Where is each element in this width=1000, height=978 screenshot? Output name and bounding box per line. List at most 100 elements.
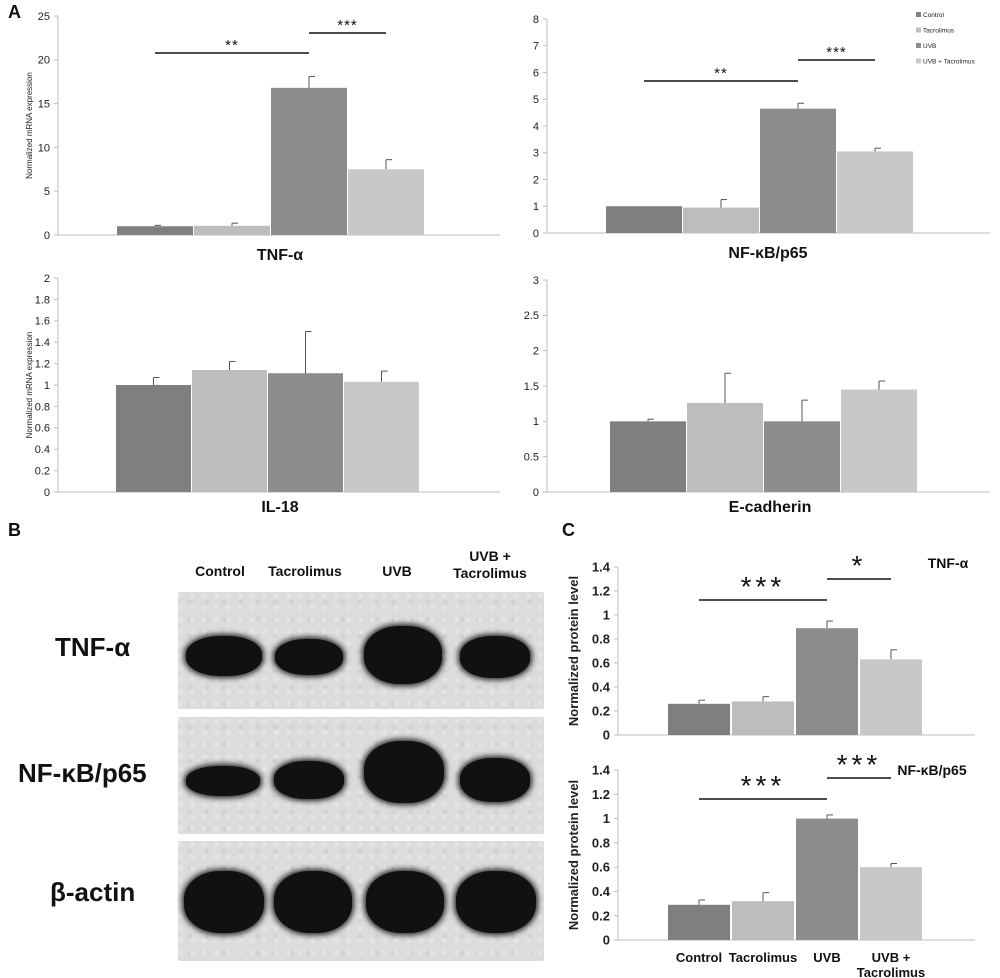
chart3-ytick-label: 0.6 (35, 423, 50, 435)
chart4-bar-2 (687, 402, 763, 492)
legend-label-2: Tacrolimus (923, 28, 955, 35)
legend-label-1: Control (923, 12, 945, 19)
chart6-ytick-label: 1.4 (592, 763, 611, 778)
chart3-bar-4 (344, 381, 419, 492)
chart6-xtick-label-4: UVB + (872, 950, 911, 965)
chart4-ytick-label: 0.5 (524, 452, 539, 464)
chart1-bar-4 (348, 169, 424, 235)
blot-label-tnf: TNF-α (55, 632, 131, 662)
chart3-ytick-label: 1 (44, 380, 50, 392)
band-actin-uvb (366, 871, 444, 933)
chart5-bar-3 (796, 628, 858, 735)
chart4-ytick-label: 2 (533, 346, 539, 358)
chart4-ytick-label: 3 (533, 275, 539, 287)
chart2-title: NF-κB/p65 (728, 245, 807, 262)
chart3-ytick-label: 0.4 (35, 444, 50, 456)
chart4-bar-4 (841, 389, 917, 492)
chart1-ylabel: Normalized mRNA expression (25, 72, 34, 179)
legend-swatch-3 (916, 43, 921, 48)
chart5-title: TNF-α (928, 555, 969, 571)
chart6-ytick-label: 0.2 (592, 908, 610, 923)
western-blot: Control Tacrolimus UVB UVB + Tacrolimus … (0, 535, 560, 978)
chart6-xtick-label-1: Control (676, 950, 722, 965)
chart5-bar-4 (860, 659, 922, 735)
chart1-ytick-label: 15 (38, 98, 50, 110)
chart6-bar-1 (668, 904, 730, 940)
chart6-bar-3 (796, 818, 858, 940)
band-nfkb-control (186, 766, 260, 796)
chart5-sig-label-1: *** (741, 571, 786, 602)
panel-label-b: B (8, 520, 21, 540)
chart3-ytick-label: 1.6 (35, 316, 50, 328)
chart5-ytick-label: 1 (603, 608, 610, 623)
legend-swatch-2 (916, 27, 921, 33)
chart3-bar-1 (116, 385, 191, 492)
chart3-ytick-label: 1.8 (35, 294, 50, 306)
chart1-bar-1 (117, 226, 193, 235)
blot-label-actin: β-actin (50, 877, 136, 907)
chart1-bar-3 (271, 87, 347, 235)
chart5-ytick-label: 0.6 (592, 656, 610, 671)
chart2-bar-1 (606, 206, 682, 233)
chart6-ylabel: Normalized protein level (566, 780, 581, 930)
chart6-ytick-label: 0.8 (592, 835, 610, 850)
blot-label-nfkb: NF-κB/p65 (18, 758, 147, 788)
chart2-ytick-label: 5 (533, 94, 539, 106)
band-tnf-uvb-tacrolimus (460, 636, 530, 678)
chart4-bar-3 (764, 421, 840, 492)
chart6-bar-4 (860, 867, 922, 940)
chart1-ytick-label: 25 (38, 11, 50, 23)
chart5-ytick-label: 1.2 (592, 584, 610, 599)
chart6-ytick-label: 0 (603, 933, 610, 948)
chart6-ytick-label: 0.4 (592, 884, 611, 899)
chart1-sig-label-1: ** (225, 37, 239, 54)
chart5-ytick-label: 0.4 (592, 680, 611, 695)
band-tnf-tacrolimus (275, 639, 343, 675)
chart6-xtick-label-3: UVB (813, 950, 840, 965)
chart4-bar-1 (610, 421, 686, 492)
chart2-bar-4 (837, 151, 913, 233)
chart5-sig-label-2: * (852, 550, 867, 581)
chart2-ytick-label: 6 (533, 67, 539, 79)
chart1-bar-2 (194, 225, 270, 235)
panel-label-a: A (8, 2, 21, 22)
chart3-title: IL-18 (261, 499, 298, 516)
chart4-ytick-label: 2.5 (524, 310, 539, 322)
chart1-ytick-label: 10 (38, 142, 50, 154)
chart2-ytick-label: 2 (533, 174, 539, 186)
chart6-ytick-label: 1.2 (592, 787, 610, 802)
band-tnf-control (186, 636, 262, 676)
chart3-ytick-label: 0.2 (35, 465, 50, 477)
chart2-ytick-label: 8 (533, 14, 539, 26)
chart6-xtick-label-4: Tacrolimus (857, 965, 925, 978)
chart2-ytick-label: 1 (533, 201, 539, 213)
legend-label-4: UVB + Tacrolimus (923, 59, 975, 66)
chart6-xtick-label-2: Tacrolimus (729, 950, 797, 965)
membrane-actin (178, 841, 544, 961)
chart3-ytick-label: 0 (44, 487, 50, 499)
chart5-ytick-label: 0 (603, 728, 610, 743)
chart5-ylabel: Normalized protein level (566, 576, 581, 726)
chart4-ytick-label: 1.5 (524, 381, 539, 393)
chart6-sig-label-2: *** (837, 749, 882, 780)
legend-swatch-4 (916, 58, 921, 64)
chart1-ytick-label: 0 (44, 230, 50, 242)
chart3-ytick-label: 2 (44, 273, 50, 285)
chart3-ytick-label: 1.4 (35, 337, 50, 349)
chart6-sig-label-1: *** (741, 770, 786, 801)
chart5-bar-1 (668, 703, 730, 735)
chart3-bar-2 (192, 370, 267, 492)
chart4-title: E-cadherin (729, 499, 812, 516)
chart2-ytick-label: 4 (533, 121, 539, 133)
chart1-title: TNF-α (257, 247, 303, 264)
legend-label-3: UVB (923, 43, 936, 50)
chart3-ytick-label: 1.2 (35, 358, 50, 370)
blot-header-control: Control (195, 563, 245, 579)
chart2-ytick-label: 0 (533, 228, 539, 240)
chart5-ytick-label: 0.8 (592, 632, 610, 647)
legend-swatch-1 (916, 12, 921, 17)
chart6-bar-2 (732, 901, 794, 940)
band-tnf-uvb (364, 626, 442, 684)
band-actin-tacrolimus (274, 871, 352, 933)
